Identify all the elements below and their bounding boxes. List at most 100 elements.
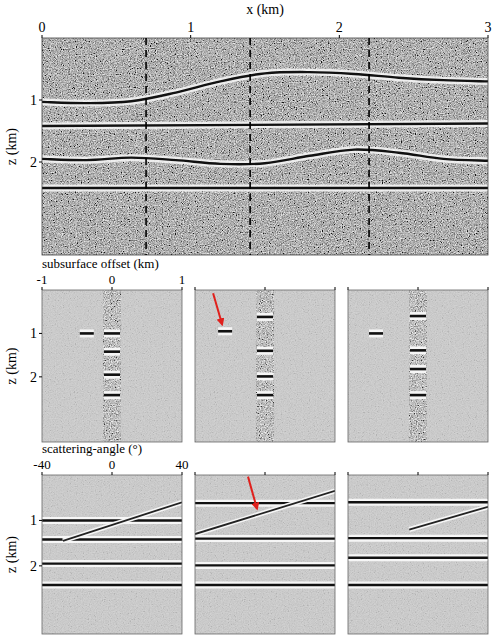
event-core bbox=[104, 350, 120, 353]
x-tick bbox=[488, 35, 489, 38]
event-core bbox=[348, 537, 488, 539]
event-core bbox=[257, 394, 273, 397]
artifact bbox=[80, 329, 94, 337]
event-halo bbox=[104, 348, 120, 356]
event-core bbox=[410, 368, 426, 371]
x-tick bbox=[112, 472, 113, 475]
x-tick bbox=[182, 287, 183, 290]
artifact-halo bbox=[80, 329, 94, 337]
noise bbox=[42, 475, 182, 634]
y-tick bbox=[39, 565, 42, 566]
artifact bbox=[409, 507, 488, 530]
plot-area bbox=[348, 290, 488, 442]
artifact bbox=[369, 329, 383, 337]
x-tick bbox=[265, 287, 266, 290]
flat-event bbox=[195, 538, 335, 539]
x-tick-label: 1 bbox=[179, 272, 186, 287]
event-halo bbox=[348, 581, 488, 588]
event-halo bbox=[104, 329, 120, 337]
event-core bbox=[348, 501, 488, 503]
y-tick bbox=[39, 100, 42, 101]
image-background bbox=[42, 38, 488, 255]
arrow bbox=[213, 293, 222, 324]
x-tick bbox=[182, 472, 183, 475]
x-tick-label: 0 bbox=[39, 20, 46, 35]
arrow bbox=[248, 477, 257, 509]
artifact bbox=[195, 491, 335, 534]
y-tick-label: 1 bbox=[30, 93, 37, 108]
y-tick-label: 1 bbox=[30, 513, 37, 528]
event-halo bbox=[348, 499, 488, 506]
x-tick-label: 0 bbox=[109, 457, 116, 472]
event-core bbox=[42, 584, 182, 586]
reflector-halo bbox=[42, 185, 488, 192]
reflector bbox=[42, 187, 488, 189]
noise bbox=[42, 290, 182, 442]
frame bbox=[195, 290, 335, 442]
event-core bbox=[104, 394, 120, 397]
frame bbox=[42, 475, 182, 634]
event-core bbox=[195, 564, 335, 566]
zero-offset-noise bbox=[256, 290, 274, 442]
flat-event bbox=[195, 565, 335, 566]
event-core bbox=[42, 562, 182, 564]
noise bbox=[195, 475, 335, 634]
artifact-core bbox=[63, 502, 182, 541]
event-core bbox=[348, 556, 488, 558]
flat-event bbox=[42, 520, 182, 521]
gather-background bbox=[348, 475, 488, 634]
y-axis-title: z (km) bbox=[4, 128, 20, 165]
event-halo bbox=[410, 346, 426, 354]
focused-event bbox=[257, 391, 273, 399]
flat-event bbox=[348, 557, 488, 558]
noise bbox=[348, 475, 488, 634]
artifact-halo bbox=[63, 502, 182, 541]
x-tick bbox=[112, 287, 113, 290]
event-halo bbox=[348, 554, 488, 561]
x-tick bbox=[418, 472, 419, 475]
y-tick bbox=[39, 376, 42, 377]
event-core bbox=[410, 349, 426, 352]
reflector-halo bbox=[42, 72, 488, 103]
focused-event bbox=[104, 391, 120, 399]
x-tick bbox=[42, 287, 43, 290]
event-halo bbox=[348, 535, 488, 542]
artifact-halo bbox=[369, 329, 383, 337]
gather-background bbox=[195, 290, 335, 442]
event-halo bbox=[42, 560, 182, 567]
frame bbox=[42, 290, 182, 442]
gather-location bbox=[368, 38, 370, 255]
x-tick-label: -1 bbox=[37, 272, 48, 287]
x-axis-title: subsurface offset (km) bbox=[42, 256, 159, 271]
x-tick-label: 0 bbox=[109, 272, 116, 287]
event-core bbox=[195, 584, 335, 586]
frame bbox=[42, 38, 488, 255]
x-tick bbox=[335, 287, 336, 290]
artifact-core bbox=[409, 507, 488, 530]
event-halo bbox=[104, 371, 120, 379]
focused-event bbox=[104, 371, 120, 379]
x-tick bbox=[265, 472, 266, 475]
reflector-halo bbox=[42, 150, 488, 165]
event-core bbox=[42, 519, 182, 521]
focused-event bbox=[257, 347, 273, 355]
event-core bbox=[195, 537, 335, 539]
noise bbox=[195, 290, 335, 442]
reflector-halo bbox=[42, 124, 488, 126]
x-tick-label: 40 bbox=[176, 457, 189, 472]
reflector bbox=[42, 72, 488, 103]
zero-offset-noise bbox=[409, 290, 427, 442]
y-tick-label: 2 bbox=[30, 370, 37, 385]
frame bbox=[348, 475, 488, 634]
y-axis-title: z (km) bbox=[4, 347, 20, 384]
frame bbox=[348, 290, 488, 442]
event-core bbox=[195, 502, 335, 504]
artifact-core bbox=[195, 491, 335, 534]
plot-area bbox=[42, 475, 182, 634]
gather-location bbox=[145, 38, 147, 255]
artifact bbox=[218, 327, 232, 335]
event-halo bbox=[104, 391, 120, 399]
noise bbox=[348, 290, 488, 442]
event-halo bbox=[42, 581, 182, 588]
event-halo bbox=[195, 535, 335, 542]
